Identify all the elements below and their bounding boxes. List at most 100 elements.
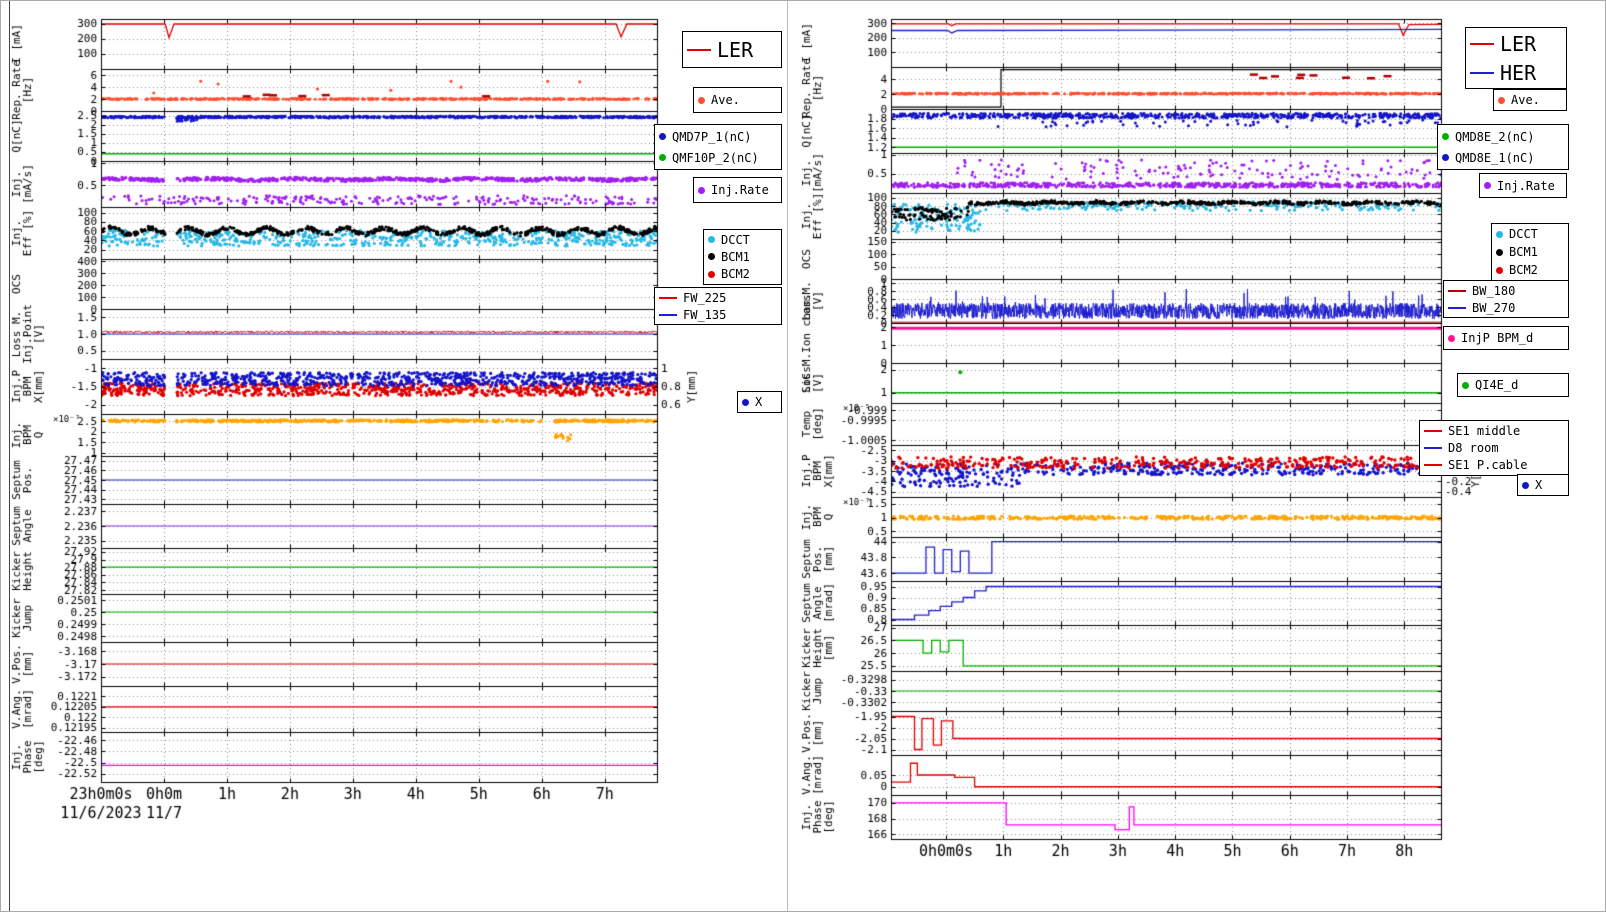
dot-marker-icon [1498, 96, 1505, 104]
legend-item: QMD8E_1(nC) [1442, 151, 1564, 165]
legend-box-qmd8e-2-nc-: QMD8E_2(nC) QMD8E_1(nC) [1437, 124, 1569, 170]
legend-label: BCM2 [1509, 263, 1538, 277]
dot-marker-icon [1496, 230, 1503, 238]
legend-label: BW_270 [1472, 300, 1516, 315]
legend-item: HER [1470, 61, 1562, 85]
legend-label: LER [717, 37, 754, 62]
legend-label: BCM1 [1509, 245, 1538, 259]
legend-item: QMF10P_2(nC) [659, 151, 777, 165]
legend-label: DCCT [721, 232, 750, 247]
line-marker-icon [1470, 71, 1494, 74]
legend-label: QMD8E_2(nC) [1455, 129, 1535, 144]
legend-item: FW_135 [659, 308, 777, 322]
line-marker-icon [1424, 429, 1442, 432]
legend-label: X [1535, 478, 1543, 492]
line-marker-icon [1470, 42, 1494, 45]
legend-box-ler: LER [682, 31, 782, 68]
legend-item: X [742, 395, 777, 409]
legend-box-dcct: DCCT BCM1 BCM2 [1491, 223, 1569, 281]
dot-marker-icon [659, 154, 666, 161]
legend-label: BCM2 [721, 267, 750, 282]
dot-marker-icon [708, 253, 715, 261]
legend-label: FW_135 [683, 307, 727, 322]
legend-item: LER [687, 38, 777, 62]
legend-item: Ave. [698, 93, 777, 107]
dot-marker-icon [742, 398, 749, 406]
legend-label: FW_225 [683, 290, 727, 305]
legend-item: BW_270 [1448, 301, 1564, 315]
dot-marker-icon [1442, 133, 1449, 140]
left-frame-line [9, 1, 10, 911]
legend-label: Ave. [711, 93, 740, 107]
legend-item: FW_225 [659, 291, 777, 305]
line-marker-icon [659, 296, 677, 299]
dot-marker-icon [708, 236, 715, 244]
legend-label: LER [1500, 31, 1537, 56]
legend-box-ave-: Ave. [1493, 89, 1567, 111]
legend-box-ler: LER HER [1465, 27, 1567, 89]
legend-item: DCCT [1496, 227, 1564, 241]
line-marker-icon [659, 313, 677, 316]
legend-box-x: X [737, 391, 782, 413]
legend-label: QI4E_d [1475, 378, 1519, 392]
dot-marker-icon [1448, 334, 1455, 342]
legend-label: SE1 P.cable [1448, 458, 1528, 473]
dot-marker-icon [708, 270, 715, 278]
legend-item: QI4E_d [1462, 378, 1564, 392]
legend-box-inj-rate: Inj.Rate [693, 177, 782, 203]
dot-marker-icon [1522, 481, 1529, 489]
legend-item: SE1 middle [1424, 424, 1564, 438]
legend-label: D8 room [1448, 440, 1499, 455]
dot-marker-icon [698, 96, 705, 104]
legend-item: D8 room [1424, 441, 1564, 455]
dot-marker-icon [1442, 154, 1449, 161]
legend-item: DCCT [708, 233, 777, 247]
legend-item: BW_180 [1448, 284, 1564, 298]
dot-marker-icon [1496, 266, 1503, 274]
legend-item: QMD8E_2(nC) [1442, 130, 1564, 144]
legend-item: BCM1 [708, 250, 777, 264]
legend-box-qi4e-d: QI4E_d [1457, 373, 1569, 397]
dot-marker-icon [1496, 248, 1503, 256]
legend-box-ave-: Ave. [693, 87, 782, 113]
legend-item: LER [1470, 32, 1562, 56]
legend-label: SE1 middle [1448, 423, 1521, 438]
legend-box-bw-180: BW_180 BW_270 [1443, 280, 1569, 318]
legend-label: BCM1 [721, 249, 750, 264]
legend-item: SE1 P.cable [1424, 458, 1564, 472]
legend-label: HER [1500, 60, 1537, 85]
legend-item: X [1522, 478, 1564, 492]
line-marker-icon [1448, 306, 1466, 309]
legend-box-injp-bpm-d: InjP BPM_d [1443, 326, 1569, 350]
legend-box-x: X [1517, 474, 1569, 496]
dot-marker-icon [659, 133, 666, 140]
legend-item: QMD7P_1(nC) [659, 130, 777, 144]
legend-item: Inj.Rate [1484, 179, 1562, 193]
legend-box-fw-225: FW_225 FW_135 [654, 287, 782, 325]
legend-item: InjP BPM_d [1448, 331, 1564, 345]
legend-item: BCM1 [1496, 245, 1564, 259]
dot-marker-icon [1484, 182, 1491, 189]
legend-label: QMF10P_2(nC) [672, 150, 759, 165]
legend-item: Ave. [1498, 93, 1562, 107]
legend-label: InjP BPM_d [1461, 331, 1534, 345]
legend-label: Inj.Rate [1497, 178, 1555, 193]
legend-label: BW_180 [1472, 283, 1516, 298]
legend-box-se1-middle: SE1 middle D8 room SE1 P.cable [1419, 420, 1569, 476]
legend-label: Inj.Rate [711, 183, 769, 197]
legend-box-dcct: DCCT BCM1 BCM2 [703, 229, 782, 285]
legend-label: QMD8E_1(nC) [1455, 150, 1535, 165]
legend-label: DCCT [1509, 227, 1538, 241]
line-marker-icon [1424, 446, 1442, 449]
legend-label: X [755, 395, 763, 409]
line-marker-icon [687, 48, 711, 51]
legend-item: BCM2 [708, 267, 777, 281]
line-marker-icon [1448, 289, 1466, 292]
legend-box-qmd7p-1-nc-: QMD7P_1(nC) QMF10P_2(nC) [654, 124, 782, 170]
dot-marker-icon [1462, 381, 1469, 389]
legend-box-inj-rate: Inj.Rate [1479, 173, 1567, 198]
legend-item: BCM2 [1496, 263, 1564, 277]
